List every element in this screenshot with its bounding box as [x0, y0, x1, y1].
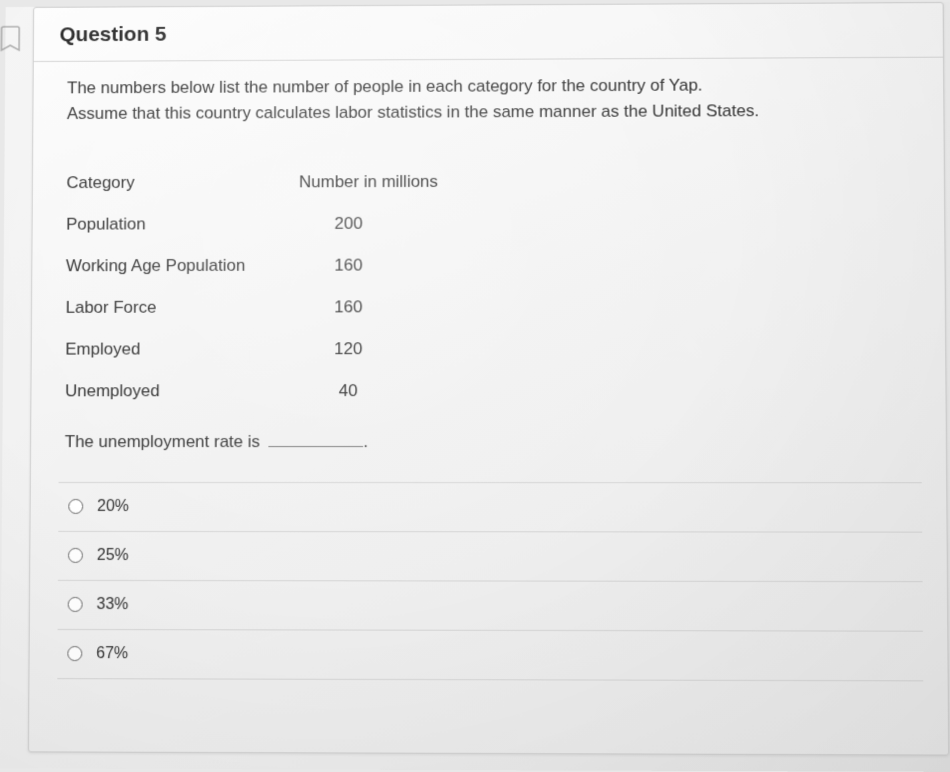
row-value: 40	[298, 381, 398, 401]
page: Question 5 The numbers below list the nu…	[0, 2, 950, 772]
bookmark-flag-icon[interactable]	[0, 25, 23, 53]
answer-option[interactable]: 20%	[58, 482, 922, 532]
prompt-suffix: .	[363, 432, 368, 451]
answer-blank	[269, 429, 364, 447]
question-card: Question 5 The numbers below list the nu…	[28, 2, 949, 756]
row-label: Unemployed	[65, 381, 298, 401]
option-label: 33%	[96, 596, 128, 614]
row-value: 160	[299, 255, 399, 275]
question-body: The numbers below list the number of peo…	[29, 58, 947, 681]
option-label: 20%	[97, 498, 129, 516]
row-label: Working Age Population	[66, 255, 299, 275]
question-header: Question 5	[34, 3, 943, 62]
answer-option[interactable]: 25%	[58, 530, 923, 580]
radio-icon	[67, 646, 82, 661]
intro-line-1: The numbers below list the number of peo…	[67, 76, 703, 98]
row-label: Employed	[65, 339, 298, 359]
radio-icon	[68, 499, 83, 514]
data-table: Category Number in millions Population 2…	[65, 170, 915, 401]
row-value: 200	[299, 213, 398, 233]
table-row: Working Age Population 160	[66, 254, 915, 276]
row-label: Labor Force	[66, 297, 299, 317]
option-label: 25%	[97, 546, 129, 564]
prompt-prefix: The unemployment rate is	[65, 432, 260, 451]
table-row: Labor Force 160	[66, 296, 915, 318]
table-header-value: Number in millions	[299, 171, 498, 192]
answer-options: 20% 25% 33% 67%	[57, 482, 923, 681]
row-value: 120	[299, 339, 399, 359]
table-row: Employed 120	[65, 338, 915, 359]
answer-option[interactable]: 33%	[58, 579, 923, 630]
option-label: 67%	[96, 645, 128, 663]
row-value: 160	[299, 297, 399, 317]
question-intro: The numbers below list the number of peo…	[67, 72, 913, 128]
row-label: Population	[66, 214, 299, 234]
table-row: Population 200	[66, 212, 914, 234]
radio-icon	[68, 548, 83, 563]
fill-in-prompt: The unemployment rate is .	[65, 429, 916, 452]
answer-option[interactable]: 67%	[57, 628, 923, 680]
table-row: Unemployed 40	[65, 380, 915, 401]
intro-line-2: Assume that this country calculates labo…	[67, 102, 759, 124]
question-title: Question 5	[59, 19, 916, 47]
table-header-row: Category Number in millions	[66, 170, 913, 193]
radio-icon	[68, 597, 83, 612]
table-header-category: Category	[66, 172, 299, 193]
